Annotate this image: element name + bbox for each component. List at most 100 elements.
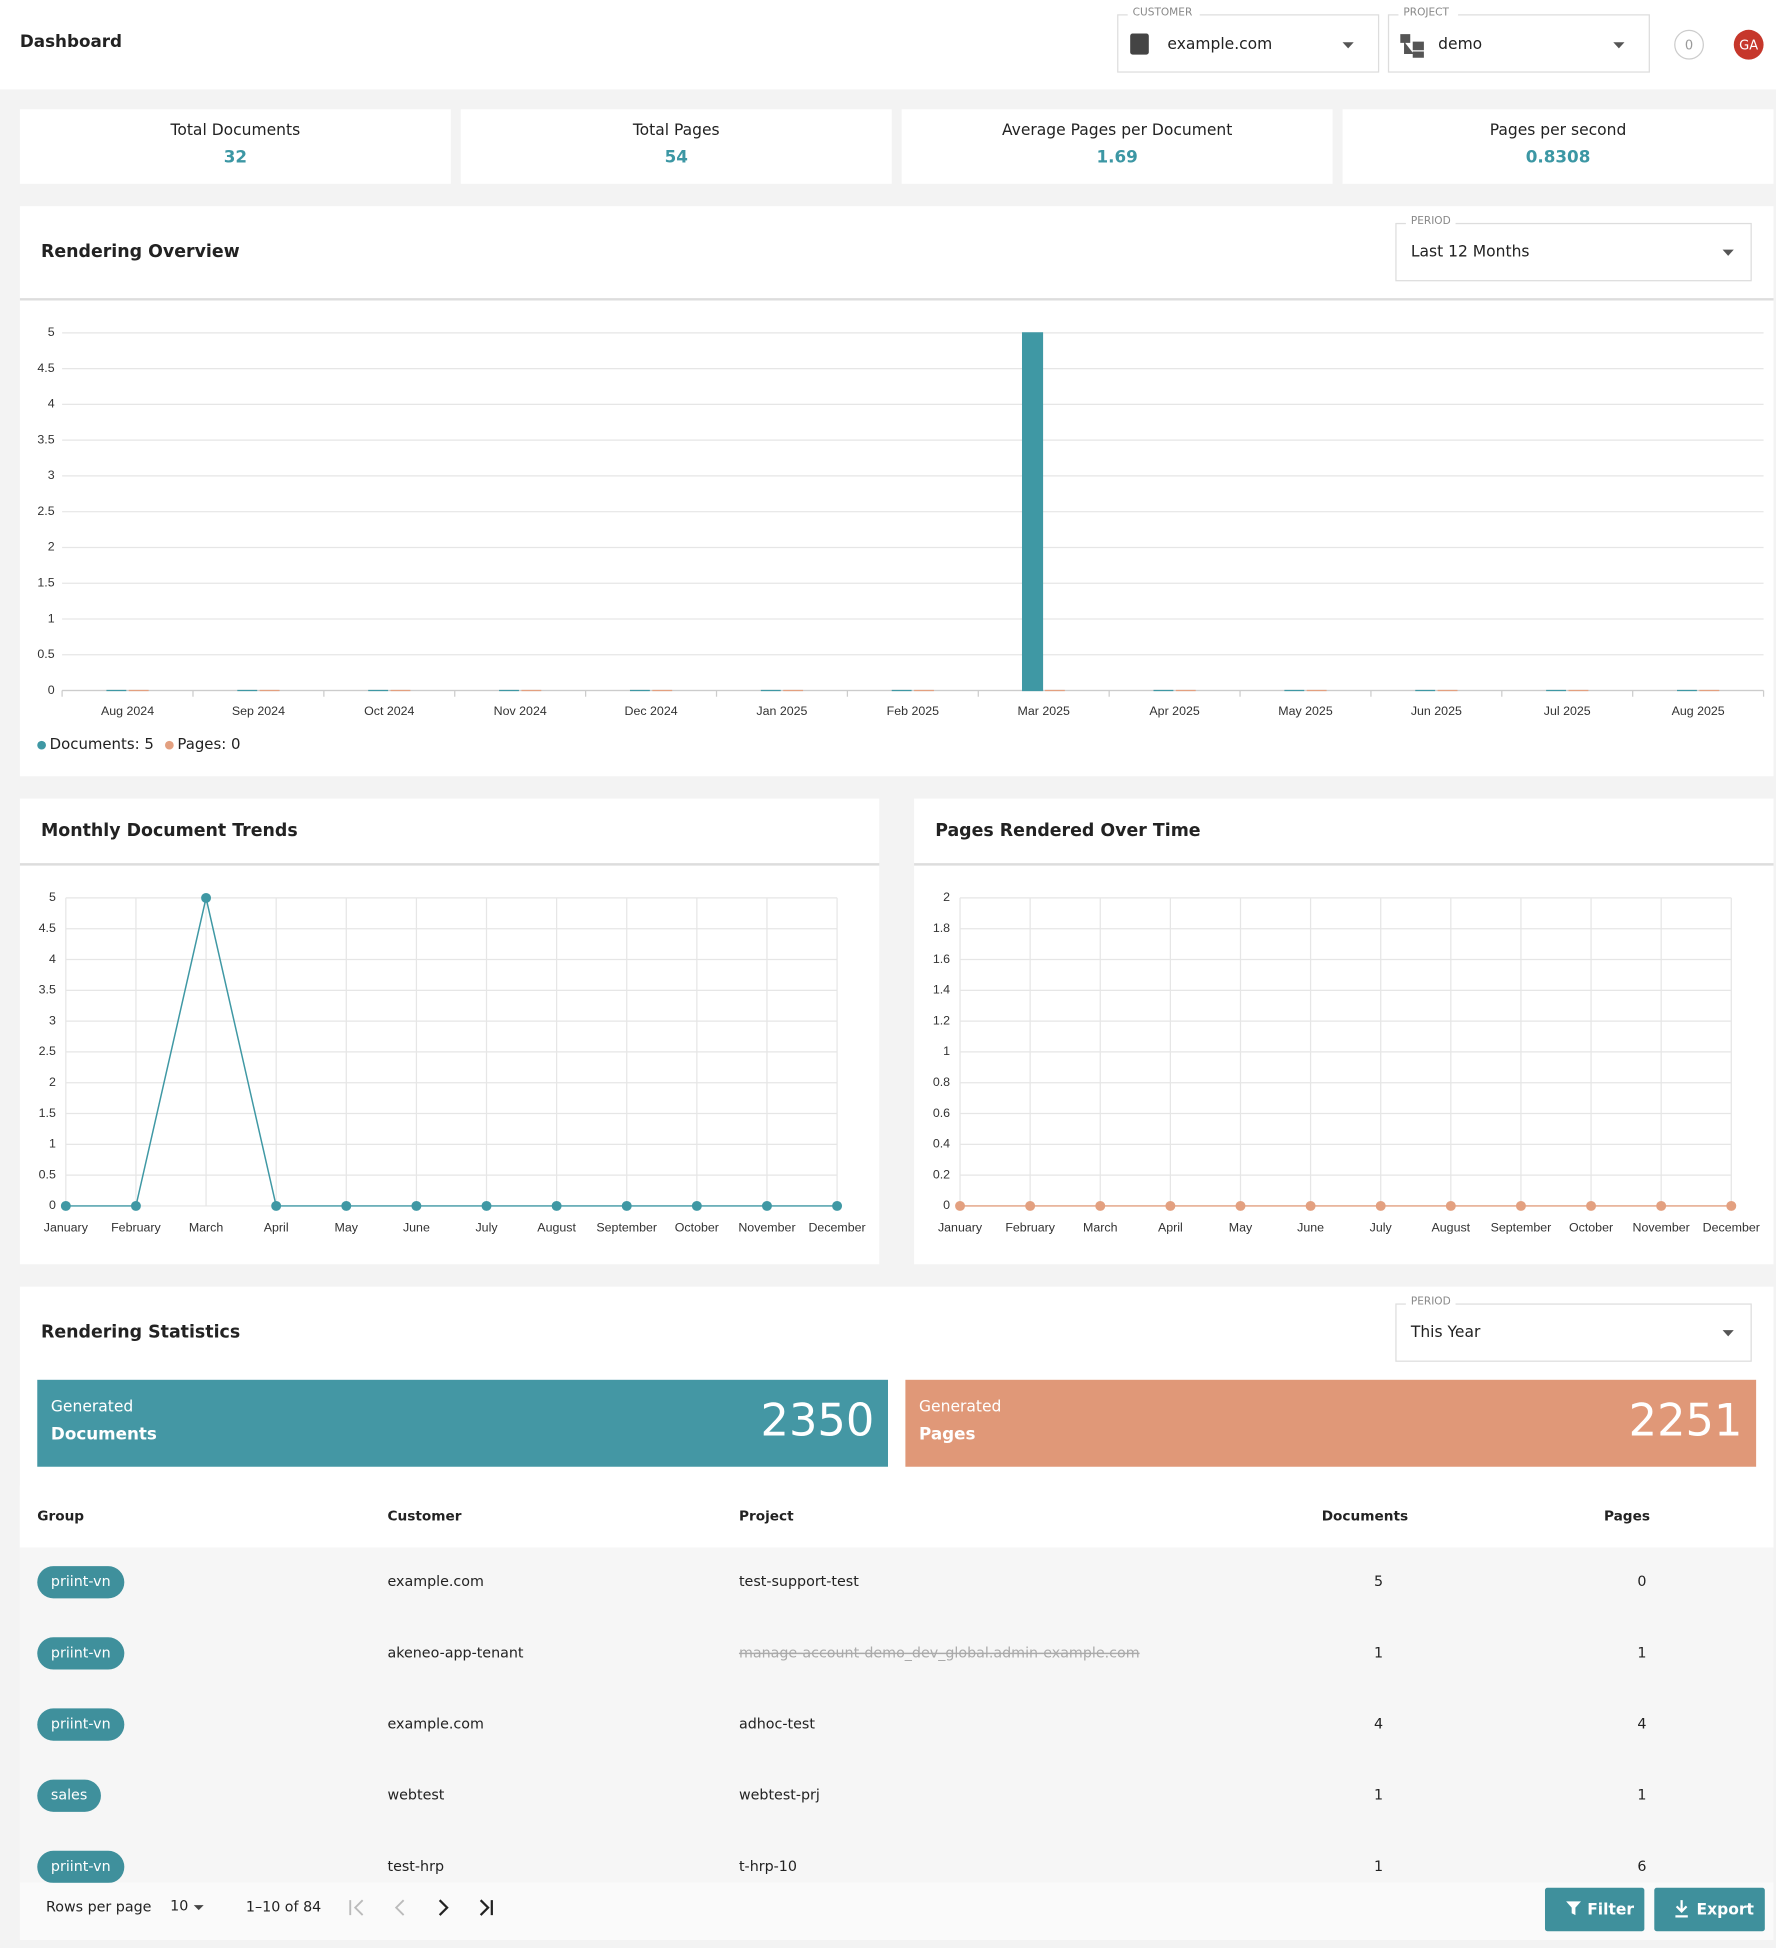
x-tick-label: December <box>808 1221 865 1235</box>
point <box>1375 1200 1386 1211</box>
card-title: Pages Rendered Over Time <box>935 821 1200 841</box>
caret <box>1722 249 1734 256</box>
prev-page[interactable] <box>394 1899 405 1916</box>
y-tick-label: 2.5 <box>37 504 54 518</box>
select-value: demo <box>1438 35 1482 53</box>
card-title: Monthly Document Trends <box>41 821 298 841</box>
point <box>1025 1200 1036 1211</box>
last-page[interactable] <box>479 1899 493 1916</box>
button-bg[interactable] <box>1544 1887 1645 1932</box>
y-tick-label: 1.5 <box>39 1106 56 1120</box>
cell: akeneo-app-tenant <box>387 1645 523 1661</box>
overview-card <box>19 206 1774 777</box>
point <box>1095 1200 1106 1211</box>
kpi-value: 54 <box>665 147 688 167</box>
period-select[interactable]: PERIOD Last 12 Months <box>1395 214 1752 282</box>
group-chip <box>37 1708 125 1741</box>
y-tick-label: 4 <box>49 952 56 966</box>
rows-per-page[interactable]: 10 <box>170 1898 188 1914</box>
x-tick-label: May 2025 <box>1278 704 1333 718</box>
export-button[interactable]: Export <box>1654 1887 1765 1932</box>
avatar[interactable] <box>1733 29 1764 60</box>
y-tick-label: 1.6 <box>933 952 950 966</box>
x-tick-label: August <box>1432 1221 1471 1235</box>
group-label: priint-vn <box>51 1717 111 1733</box>
project-select[interactable]: PROJECT demo <box>1387 6 1650 73</box>
project-icon <box>1400 34 1424 58</box>
avatar-initials: GA <box>1739 38 1758 53</box>
notification-badge[interactable] <box>1674 29 1704 60</box>
caret <box>1342 42 1354 49</box>
select-label: CUSTOMER <box>1133 6 1193 18</box>
y-tick-label: 3.5 <box>37 432 54 446</box>
documents-banner <box>37 1379 889 1467</box>
point <box>761 1200 772 1211</box>
y-tick-label: 3 <box>48 468 55 482</box>
cell: 4 <box>1637 1717 1646 1733</box>
x-tick-label: June <box>403 1221 430 1235</box>
x-tick-label: December <box>1703 1221 1760 1235</box>
column-header: Project <box>739 1508 794 1524</box>
x-tick-label: March <box>1083 1221 1118 1235</box>
point <box>130 1200 141 1211</box>
card-title: Rendering Overview <box>41 242 240 262</box>
filter-button[interactable]: Filter <box>1544 1887 1645 1932</box>
y-tick-label: 0 <box>943 1198 950 1212</box>
cell: adhoc-test <box>739 1717 815 1733</box>
x-tick-label: June <box>1297 1221 1324 1235</box>
y-tick-label: 2 <box>943 890 950 904</box>
select-box[interactable] <box>1117 14 1380 73</box>
x-tick-label: September <box>596 1221 657 1235</box>
first-page[interactable] <box>349 1899 364 1916</box>
x-tick-label: February <box>111 1221 161 1235</box>
period-select[interactable]: PERIOD This Year <box>1395 1295 1752 1362</box>
x-tick-label: July <box>1370 1221 1393 1235</box>
point <box>481 1200 492 1211</box>
customer-select[interactable]: CUSTOMER example.com <box>1117 6 1380 73</box>
x-tick-label: March <box>189 1221 224 1235</box>
banner-value: 2350 <box>761 1393 875 1446</box>
y-tick-label: 1.5 <box>37 576 54 590</box>
x-tick-label: April <box>1158 1221 1183 1235</box>
select-box[interactable] <box>1395 1303 1752 1362</box>
x-tick-label: Aug 2025 <box>1672 704 1725 718</box>
point <box>341 1200 352 1211</box>
kpi-card <box>901 109 1333 184</box>
kpi-label: Total Pages <box>632 121 720 139</box>
legend-marker <box>165 740 174 750</box>
cell: 5 <box>1374 1574 1383 1590</box>
x-tick-label: Dec 2024 <box>625 704 678 718</box>
point <box>1445 1200 1456 1211</box>
select-box[interactable] <box>1387 14 1650 73</box>
point <box>691 1200 702 1211</box>
button-label: Filter <box>1587 1901 1634 1919</box>
y-tick-label: 0.8 <box>933 1075 950 1089</box>
rows-per-page-label: Rows per page <box>46 1900 152 1916</box>
legend-label: Pages: 0 <box>177 735 240 753</box>
cell: webtest-prj <box>739 1788 820 1804</box>
kpi-value: 1.69 <box>1096 147 1137 167</box>
y-tick-label: 0.5 <box>37 647 54 661</box>
x-tick-label: Jul 2025 <box>1544 704 1591 718</box>
group-chip <box>37 1850 125 1884</box>
x-tick-label: Aug 2024 <box>101 704 154 718</box>
x-tick-label: February <box>1005 1221 1055 1235</box>
cell: test-hrp <box>387 1859 444 1875</box>
button-bg[interactable] <box>1654 1887 1765 1932</box>
select-box[interactable] <box>1395 222 1752 282</box>
next-page[interactable] <box>438 1899 449 1916</box>
select-label: PROJECT <box>1403 6 1449 18</box>
x-tick-label: November <box>1633 1221 1690 1235</box>
x-tick-label: Mar 2025 <box>1018 704 1071 718</box>
export-icon <box>1675 1900 1688 1918</box>
y-tick-label: 2 <box>49 1075 56 1089</box>
y-tick-label: 0 <box>48 683 55 697</box>
x-tick-label: Sep 2024 <box>232 704 285 718</box>
group-label: priint-vn <box>51 1574 111 1590</box>
y-tick-label: 0.5 <box>39 1167 56 1181</box>
cell: 6 <box>1637 1859 1646 1875</box>
point <box>1165 1200 1176 1211</box>
kpi-value: 0.8308 <box>1526 147 1591 167</box>
label-bg <box>1127 6 1200 19</box>
trends-card <box>19 798 880 1265</box>
